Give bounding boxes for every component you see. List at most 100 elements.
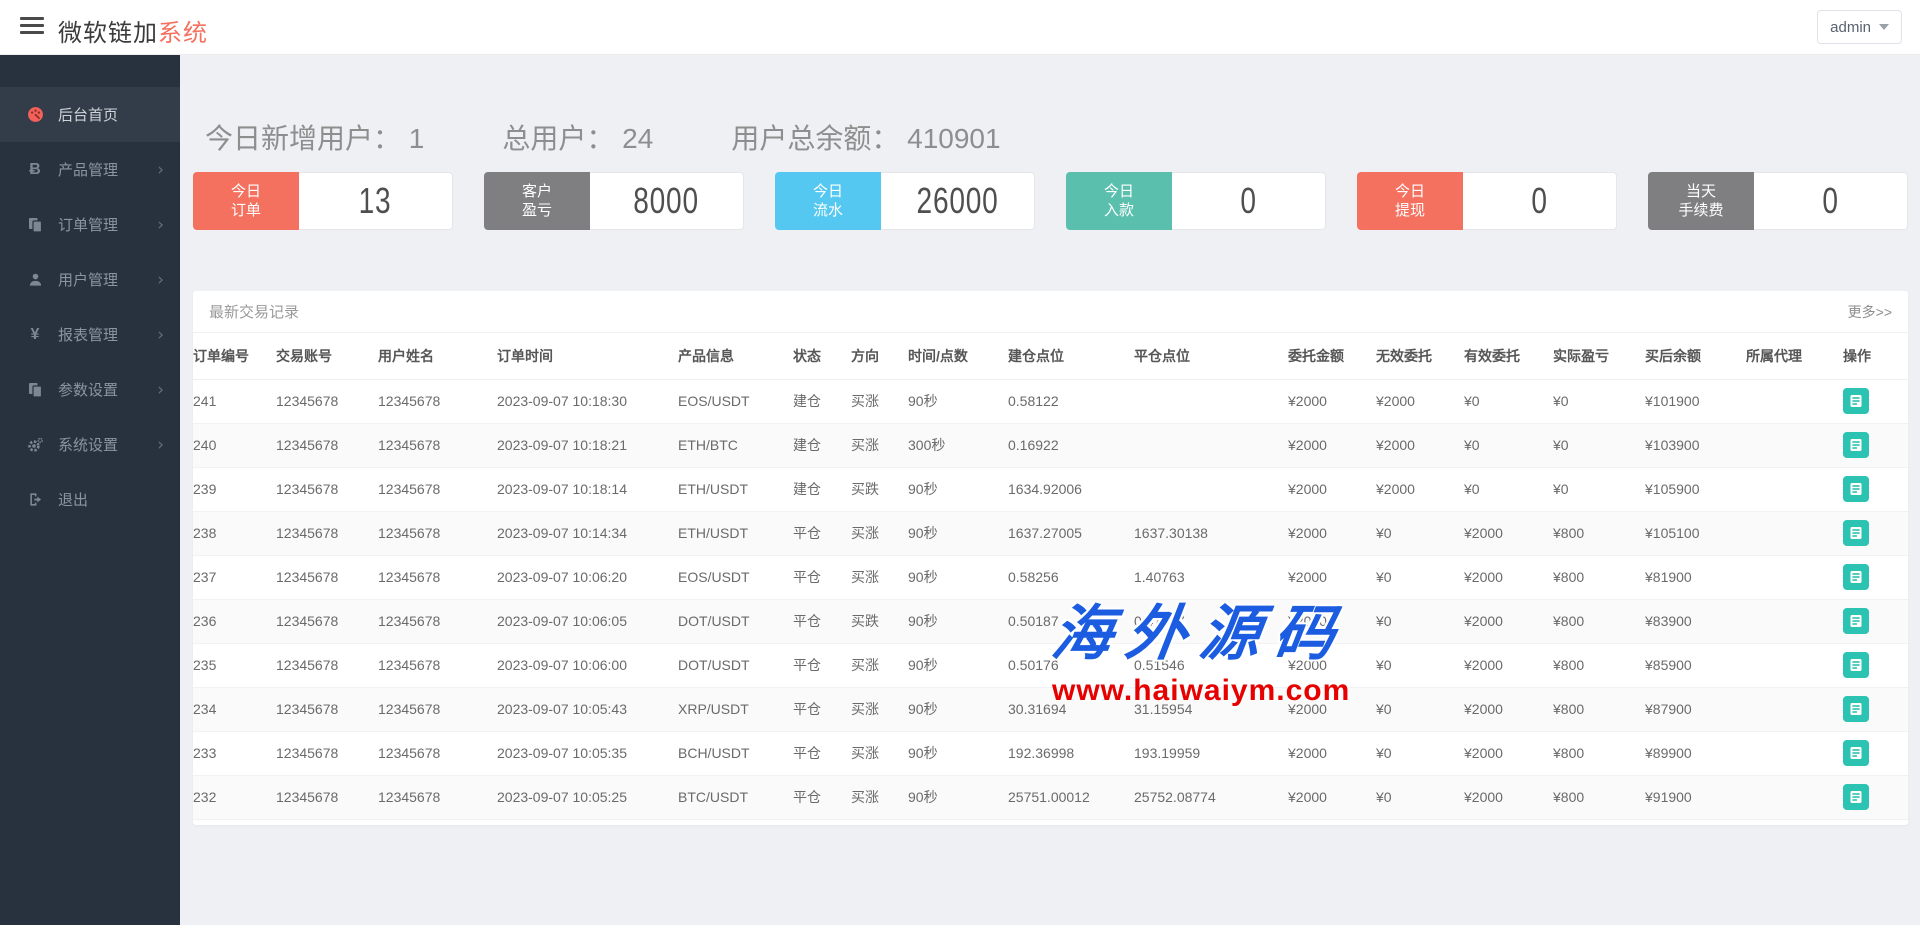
- cell-agent: [1746, 775, 1843, 820]
- row-detail-button[interactable]: [1843, 608, 1869, 634]
- card-label-line2: 订单: [230, 202, 261, 219]
- card-value: 0: [1754, 172, 1908, 230]
- trades-table: 订单编号 交易账号 用户姓名 订单时间 产品信息 状态 方向 时间/点数 建仓点位 平仓点位 委托金…: [193, 333, 1908, 820]
- cell-account: 12345678: [276, 775, 378, 820]
- card-label: 今日 入款: [1066, 172, 1172, 230]
- card-value: 13: [299, 172, 453, 230]
- cell-profit: ¥800: [1553, 731, 1645, 776]
- cell-product: ETH/USDT: [678, 467, 793, 512]
- cell-account: 12345678: [276, 731, 378, 776]
- cell-invalid: ¥0: [1376, 687, 1464, 732]
- cell-direction: 买涨: [851, 423, 908, 468]
- cell-profit: ¥0: [1553, 379, 1645, 424]
- stat-label: 用户总余额：: [731, 123, 900, 154]
- cell-entrust: ¥2000: [1288, 599, 1376, 644]
- cell-valid: ¥2000: [1464, 555, 1553, 600]
- cell-name: 12345678: [378, 775, 497, 820]
- row-detail-button[interactable]: [1843, 652, 1869, 678]
- cell-direction: 买涨: [851, 687, 908, 732]
- cell-invalid: ¥0: [1376, 511, 1464, 556]
- cell-product: EOS/USDT: [678, 379, 793, 424]
- hamburger-menu-icon[interactable]: [20, 17, 44, 37]
- cell-profit: ¥800: [1553, 687, 1645, 732]
- cell-action: [1843, 731, 1908, 776]
- cell-balance: ¥91900: [1645, 775, 1746, 820]
- row-detail-button[interactable]: [1843, 784, 1869, 810]
- card-value-number: 0: [1531, 180, 1548, 221]
- table-row: 237 12345678 12345678 2023-09-07 10:06:20 EO…: [193, 555, 1908, 600]
- more-link[interactable]: 更多>>: [1847, 303, 1892, 320]
- cell-product: DOT/USDT: [678, 599, 793, 644]
- cell-agent: [1746, 423, 1843, 468]
- cell-open: 0.16922: [1008, 423, 1134, 468]
- stat-card-今日订单: 今日 订单 13: [193, 172, 453, 230]
- sidebar-item-退出[interactable]: 退出: [0, 472, 180, 527]
- row-detail-button[interactable]: [1843, 432, 1869, 458]
- card-label: 今日 订单: [193, 172, 299, 230]
- stat-card-客户盈亏: 客户 盈亏 8000: [484, 172, 744, 230]
- cell-duration: 90秒: [908, 379, 1008, 424]
- cell-profit: ¥800: [1553, 775, 1645, 820]
- cell-account: 12345678: [276, 379, 378, 424]
- cell-entrust: ¥2000: [1288, 423, 1376, 468]
- row-detail-button[interactable]: [1843, 696, 1869, 722]
- params-icon: [24, 382, 46, 398]
- latest-trades-panel: 最新交易记录 更多>> 订单编号 交易账号 用户姓名 订单时间 产品信息 状态 方向 时间/点…: [193, 291, 1908, 825]
- cell-product: ETH/USDT: [678, 511, 793, 556]
- admin-username: admin: [1830, 18, 1871, 36]
- cell-direction: 买涨: [851, 555, 908, 600]
- top-header: 微软链加系统 admin: [0, 0, 1920, 55]
- cell-time: 2023-09-07 10:05:35: [497, 731, 678, 776]
- card-label-line1: 今日: [812, 183, 843, 200]
- cell-time: 2023-09-07 10:06:05: [497, 599, 678, 644]
- cell-invalid: ¥2000: [1376, 379, 1464, 424]
- card-label-line2: 入款: [1103, 202, 1134, 219]
- cell-status: 建仓: [793, 467, 851, 512]
- card-value: 0: [1172, 172, 1326, 230]
- column-header-状态: 状态: [793, 333, 851, 380]
- column-header-产品信息: 产品信息: [678, 333, 793, 380]
- cell-time: 2023-09-07 10:18:21: [497, 423, 678, 468]
- cell-agent: [1746, 687, 1843, 732]
- sidebar-item-产品管理[interactable]: Ƀ 产品管理 ›: [0, 142, 180, 197]
- cell-entrust: ¥2000: [1288, 511, 1376, 556]
- cell-open: 25751.00012: [1008, 775, 1134, 820]
- column-header-委托金额: 委托金额: [1288, 333, 1376, 380]
- sidebar-item-系统设置[interactable]: 系统设置 ›: [0, 417, 180, 472]
- row-detail-button[interactable]: [1843, 564, 1869, 590]
- card-label: 今日 提现: [1357, 172, 1463, 230]
- sidebar-item-用户管理[interactable]: 用户管理 ›: [0, 252, 180, 307]
- cell-time: 2023-09-07 10:18:14: [497, 467, 678, 512]
- cell-valid: ¥2000: [1464, 687, 1553, 732]
- table-row: 236 12345678 12345678 2023-09-07 10:06:05 DO…: [193, 599, 1908, 644]
- sidebar-item-报表管理[interactable]: ¥ 报表管理 ›: [0, 307, 180, 362]
- cell-entrust: ¥2000: [1288, 379, 1376, 424]
- sidebar-item-后台首页[interactable]: 后台首页: [0, 87, 180, 142]
- cell-product: ETH/BTC: [678, 423, 793, 468]
- chevron-down-icon: [1879, 24, 1889, 30]
- chevron-right-icon: ›: [157, 324, 164, 345]
- table-row: 240 12345678 12345678 2023-09-07 10:18:21 ET…: [193, 423, 1908, 468]
- chevron-right-icon: ›: [157, 379, 164, 400]
- row-detail-button[interactable]: [1843, 476, 1869, 502]
- app-title-main: 微软链加: [58, 20, 158, 47]
- cell-action: [1843, 599, 1908, 644]
- row-detail-button[interactable]: [1843, 520, 1869, 546]
- cell-account: 12345678: [276, 423, 378, 468]
- cell-entrust: ¥2000: [1288, 731, 1376, 776]
- cell-time: 2023-09-07 10:05:43: [497, 687, 678, 732]
- cell-balance: ¥89900: [1645, 731, 1746, 776]
- sidebar-item-订单管理[interactable]: 订单管理 ›: [0, 197, 180, 252]
- cell-invalid: ¥2000: [1376, 467, 1464, 512]
- settings-icon: [24, 437, 46, 453]
- cell-close: 1.40763: [1134, 555, 1288, 600]
- admin-dropdown-button[interactable]: admin: [1817, 10, 1902, 44]
- table-row: 234 12345678 12345678 2023-09-07 10:05:43 XR…: [193, 687, 1908, 732]
- row-detail-button[interactable]: [1843, 388, 1869, 414]
- cell-action: [1843, 379, 1908, 424]
- cell-invalid: ¥0: [1376, 643, 1464, 688]
- sidebar-item-参数设置[interactable]: 参数设置 ›: [0, 362, 180, 417]
- cell-valid: ¥2000: [1464, 511, 1553, 556]
- chevron-right-icon: ›: [157, 214, 164, 235]
- row-detail-button[interactable]: [1843, 740, 1869, 766]
